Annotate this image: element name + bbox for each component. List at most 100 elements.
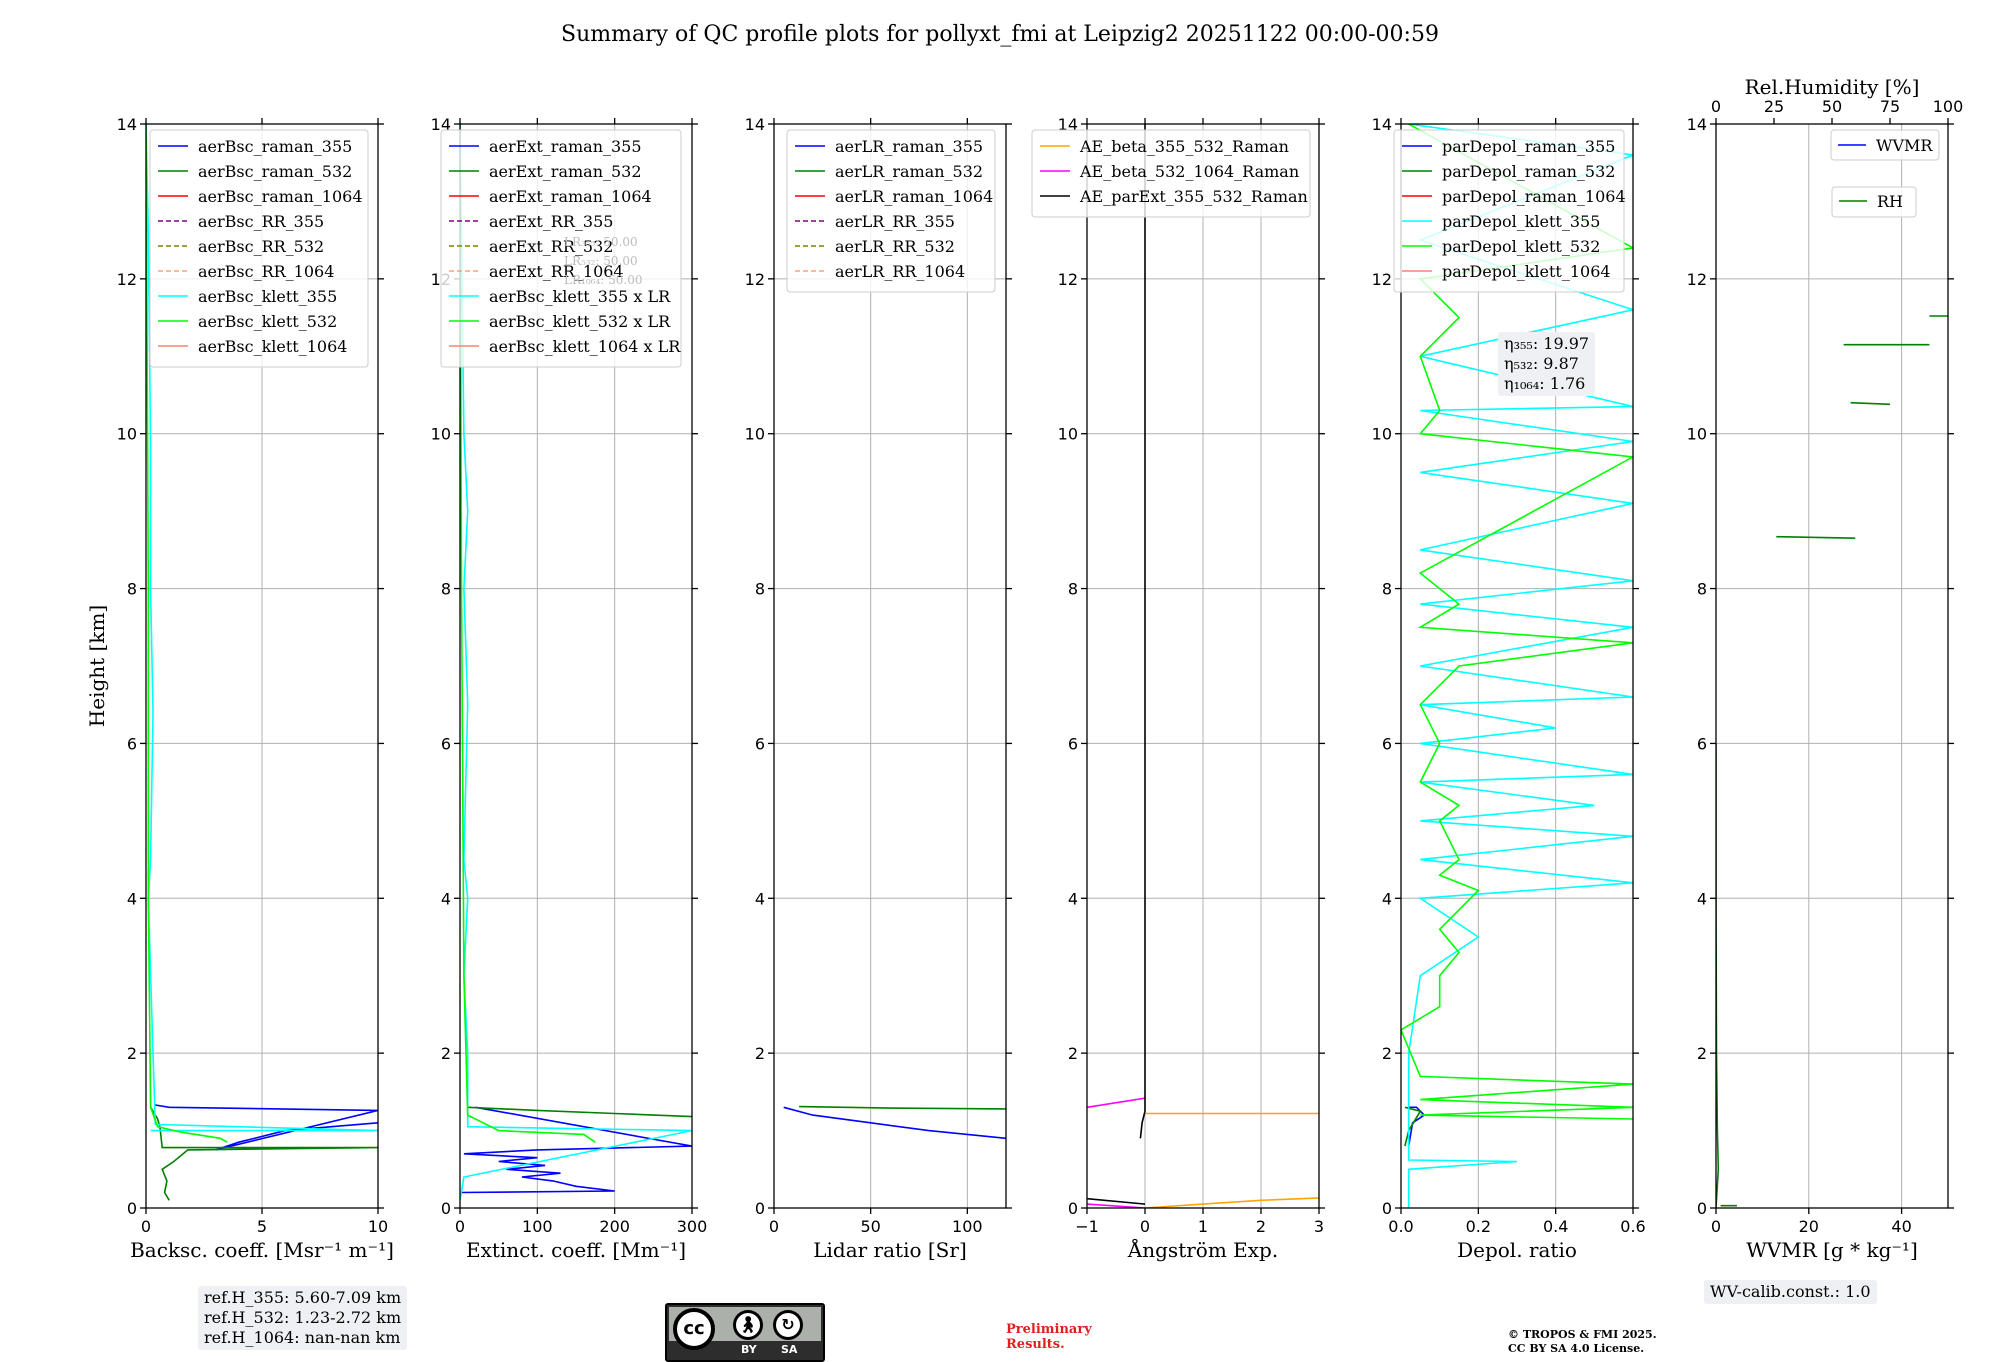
y-tick-label: 14	[431, 115, 451, 134]
y-tick-label: 8	[1697, 580, 1707, 599]
legend-wvmr-box	[1830, 129, 1940, 161]
y-tick-label: 2	[1382, 1044, 1392, 1063]
legend-label: aerBsc_klett_355	[198, 287, 337, 306]
refheight-line: ref.H_1064: nan-nan km	[204, 1328, 401, 1347]
legend-label: aerLR_raman_1064	[835, 187, 993, 206]
y-tick-label: 0	[441, 1199, 451, 1218]
lr-label: LR₁₀₆₄: 50.00	[564, 273, 642, 287]
cc-logo-icon: cc	[673, 1308, 715, 1350]
y-tick-label: 6	[755, 734, 765, 753]
y-tick-label: 8	[441, 580, 451, 599]
legend-label: aerBsc_RR_1064	[198, 262, 334, 281]
y-tick-label: 12	[1058, 270, 1078, 289]
copyright-note: © TROPOS & FMI 2025. CC BY SA 4.0 Licens…	[1508, 1328, 1657, 1356]
y-tick-label: 12	[1687, 270, 1707, 289]
y-tick-label: 14	[117, 115, 137, 134]
legend-label: aerLR_RR_532	[835, 237, 955, 256]
y-tick-label: 4	[441, 889, 451, 908]
wv-calib-text: WV-calib.const.: 1.0	[1710, 1282, 1871, 1301]
series-line	[1850, 401, 1891, 406]
y-tick-label: 0	[1382, 1199, 1392, 1218]
legend-label: WVMR	[1876, 136, 1933, 155]
y-tick-label: 4	[127, 889, 137, 908]
legend-label: aerBsc_klett_1064 x LR	[489, 337, 681, 356]
x2-tick-label: 100	[1933, 97, 1964, 116]
x-tick-label: 0.2	[1466, 1217, 1491, 1236]
series-line	[1139, 124, 1146, 1139]
axes-frame	[773, 123, 1007, 1209]
figure-title: Summary of QC profile plots for pollyxt_…	[561, 22, 1439, 47]
legend-label: RH	[1877, 192, 1903, 211]
x-tick-label: 40	[1891, 1217, 1911, 1236]
series-line	[1404, 1106, 1422, 1147]
legend-box	[149, 129, 369, 368]
legend-label: parDepol_raman_355	[1442, 137, 1615, 156]
y-tick-label: 2	[127, 1044, 137, 1063]
x-tick-label: 3	[1314, 1217, 1324, 1236]
legend-box	[440, 129, 682, 368]
refheight-box: ref.H_355: 5.60-7.09 km ref.H_532: 1.23-…	[198, 1286, 408, 1350]
y-tick-label: 4	[1697, 889, 1707, 908]
x-axis-label: Depol. ratio	[1457, 1238, 1577, 1262]
legend-label: aerExt_RR_355	[489, 212, 613, 231]
y-tick-label: 8	[1068, 580, 1078, 599]
series-line	[1087, 1097, 1146, 1109]
x-tick-label: 1	[1198, 1217, 1208, 1236]
legend-label: aerLR_raman_532	[835, 162, 983, 181]
y-tick-label: 12	[117, 270, 137, 289]
axes-frame	[1400, 123, 1634, 1209]
axes-frame	[459, 123, 693, 1209]
y-tick-label: 12	[745, 270, 765, 289]
y-tick-label: 10	[1058, 425, 1078, 444]
series-line	[1087, 1197, 1146, 1205]
series-line	[1407, 124, 1633, 1208]
y-tick-label: 14	[1687, 115, 1707, 134]
x-tick-label: 5	[257, 1217, 267, 1236]
legend-label: aerExt_RR_532	[489, 237, 613, 256]
x-tick-label: 0	[1140, 1217, 1150, 1236]
x-tick-label: 10	[368, 1217, 388, 1236]
legend-label: aerExt_raman_355	[489, 137, 642, 156]
legend-label: aerLR_RR_1064	[835, 262, 965, 281]
cc-sa-label: SA	[781, 1343, 798, 1356]
y-tick-label: 2	[755, 1044, 765, 1063]
preliminary-line: Preliminary	[1006, 1322, 1092, 1337]
y-tick-label: 14	[1372, 115, 1392, 134]
y-tick-label: 6	[1697, 734, 1707, 753]
legend-label: aerBsc_klett_1064	[198, 337, 347, 356]
panel-lidarratio: 0 2 4 6 8 10 12 14 0 50 100 Lidar ratio [Sr] aerLR_r…	[745, 115, 1012, 1262]
refheight-line: ref.H_355: 5.60-7.09 km	[204, 1288, 402, 1307]
series-line	[1144, 1197, 1319, 1208]
cc-license-badge: cc 🚶︎ ↻ BY SA	[665, 1303, 825, 1362]
legend-label: aerBsc_RR_355	[198, 212, 324, 231]
legend-label: aerLR_raman_355	[835, 137, 983, 156]
cc-by-label: BY	[741, 1343, 757, 1356]
y-tick-label: 8	[1382, 580, 1392, 599]
x-tick-label: 20	[1799, 1217, 1819, 1236]
legend-label: parDepol_klett_355	[1442, 212, 1600, 231]
copyright-line: CC BY SA 4.0 License.	[1508, 1342, 1645, 1355]
y-tick-label: 6	[441, 734, 451, 753]
legend-label: aerLR_RR_355	[835, 212, 955, 231]
series-line	[783, 1106, 1006, 1140]
x-axis-label: Backsc. coeff. [Msr⁻¹ m⁻¹]	[130, 1238, 394, 1262]
y-tick-label: 10	[117, 425, 137, 444]
legend-box	[1031, 129, 1311, 218]
x-tick-label: 100	[522, 1217, 553, 1236]
series-line	[1716, 743, 1720, 1208]
legend-label: aerBsc_raman_1064	[198, 187, 363, 206]
legend-label: AE_beta_355_532_Raman	[1079, 137, 1289, 156]
axes-frame	[1715, 123, 1949, 1209]
y-tick-label: 0	[755, 1199, 765, 1218]
legend-label: aerExt_RR_1064	[489, 262, 624, 281]
legend-label: parDepol_raman_532	[1442, 162, 1615, 181]
x-axis-label: WVMR [g * kg⁻¹]	[1746, 1238, 1918, 1262]
x-axis-label: Ångström Exp.	[1127, 1237, 1278, 1262]
eta-line: η₁₀₆₄: 1.76	[1504, 374, 1586, 393]
x-tick-label: 100	[952, 1217, 983, 1236]
x-tick-label: 50	[860, 1217, 880, 1236]
y-tick-label: 0	[127, 1199, 137, 1218]
legend-label: parDepol_raman_1064	[1442, 187, 1626, 206]
y-tick-label: 0	[1697, 1199, 1707, 1218]
